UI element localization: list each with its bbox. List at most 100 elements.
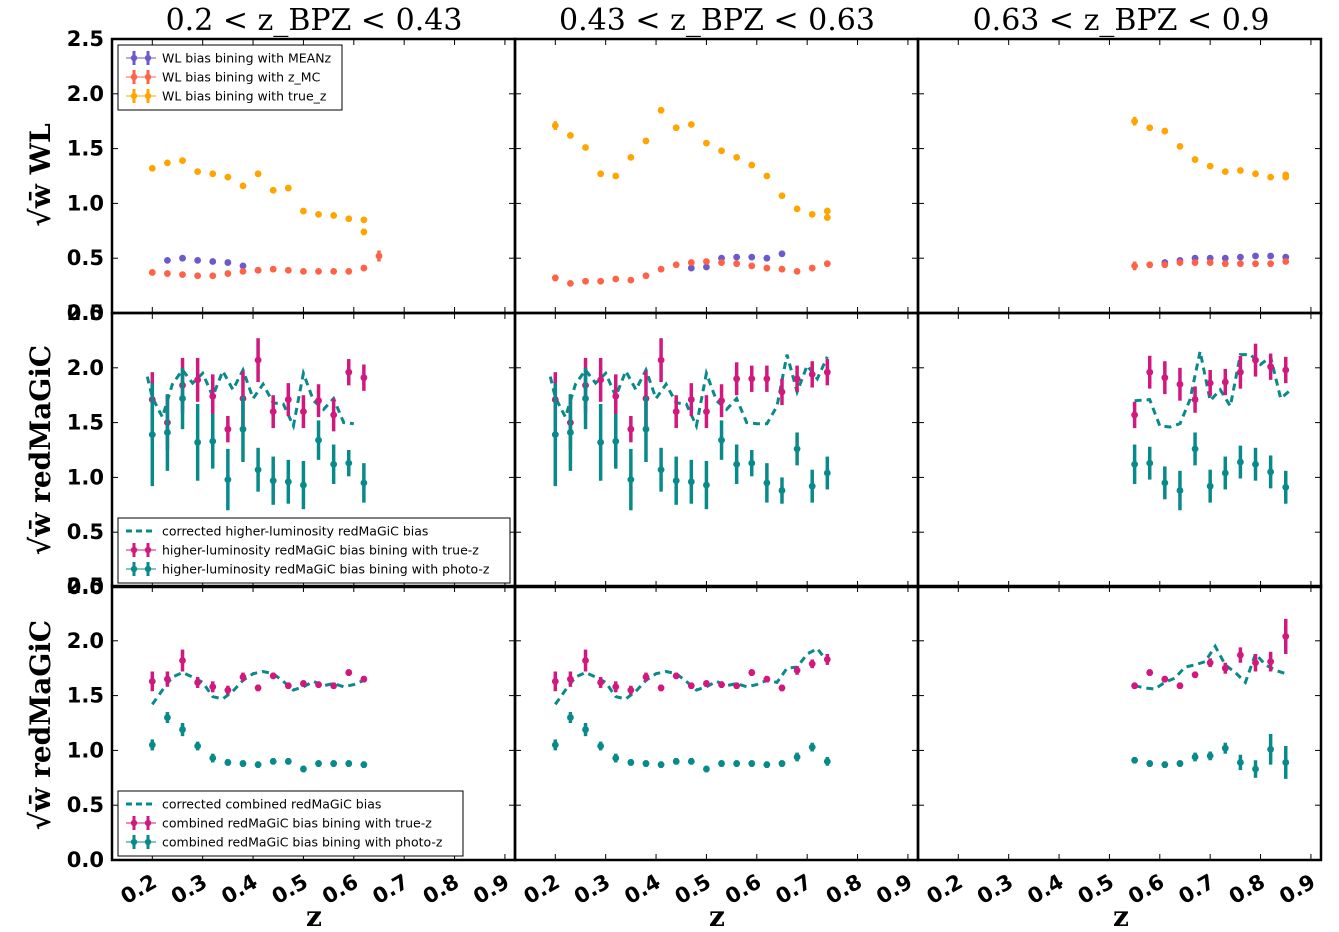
data-point [345, 267, 353, 275]
data-point [748, 375, 756, 383]
data-point [823, 656, 831, 663]
data-point [733, 460, 741, 468]
plot-area: 0.0 0.5 1.0 1.5 2.0 2.5 WL bias bining with ME… [67, 27, 1323, 909]
data-point [315, 760, 322, 767]
data-point [551, 677, 559, 685]
data-point [748, 161, 756, 169]
series-dashed-line-0 [548, 354, 829, 431]
data-point [284, 478, 292, 486]
data-point [582, 277, 589, 285]
data-point [209, 392, 217, 400]
data-point [1237, 368, 1244, 376]
data-point [1146, 261, 1154, 269]
y-tick-label: 0.0 [67, 301, 104, 325]
data-point [1221, 664, 1229, 672]
data-point [672, 124, 680, 132]
panel-r3-c1: 0.00.51.01.52.02.50.2 0.3 0.4 0.5 0.6 0.7 0.8 0… [67, 574, 517, 909]
legend-label: combined redMaGiC bias bining with true-… [162, 816, 432, 831]
data-point [194, 438, 202, 446]
data-point [793, 267, 801, 275]
legend-label: combined redMaGiC bias bining with photo… [162, 835, 443, 850]
data-point [224, 686, 232, 694]
data-point [284, 184, 292, 192]
data-point [315, 681, 322, 689]
data-point [148, 677, 156, 685]
data-point [1267, 173, 1275, 181]
data-point [1191, 445, 1199, 453]
data-point [1282, 759, 1290, 766]
data-point [1131, 262, 1139, 270]
series-errorbar-1 [551, 338, 831, 450]
data-point [627, 425, 635, 433]
data-point [345, 459, 353, 467]
data-point [1237, 253, 1244, 261]
row-ylabels: √w̄ WL √w̄ redMaGiC √w̄ redMaGiC [24, 123, 57, 830]
data-point [748, 760, 756, 767]
data-point [703, 263, 710, 271]
data-point [239, 182, 247, 190]
data-point [194, 679, 202, 686]
data-point [1191, 156, 1199, 163]
data-point [239, 760, 247, 767]
panel-frame [513, 584, 920, 862]
column-title-2: 0.43 < z_BPZ < 0.63 [559, 3, 875, 38]
series-errorbar-3 [360, 228, 368, 236]
series-errorbar-0 [148, 157, 368, 224]
data-point [1252, 356, 1259, 364]
data-point [687, 757, 695, 765]
y-tick-label: 1.5 [67, 684, 104, 708]
legend-marker [130, 73, 138, 81]
data-point [823, 757, 831, 765]
y-tick-label: 1.0 [67, 465, 104, 489]
data-point [1176, 487, 1184, 494]
legend-label: higher-luminosity redMaGiC bias bining w… [162, 543, 479, 558]
data-point [1252, 252, 1259, 260]
data-point [793, 666, 801, 674]
x-tick-label: 0.3 [167, 870, 211, 909]
data-point [582, 144, 589, 151]
x-tick-label: 0.2 [117, 870, 161, 909]
data-point [687, 259, 695, 266]
data-point [164, 714, 171, 721]
y-tick-label: 1.5 [67, 137, 104, 161]
legend-marker [130, 819, 138, 827]
legend-label: corrected higher-luminosity redMaGiC bia… [162, 524, 428, 539]
column-titles: 0.2 < z_BPZ < 0.43 0.43 < z_BPZ < 0.63 0… [166, 3, 1270, 38]
legend-label: higher-luminosity redMaGiC bias bining w… [162, 562, 490, 577]
legend-label: WL bias bining with z_MC [162, 70, 321, 85]
data-point [551, 431, 559, 439]
y-tick-label: 0.5 [67, 793, 104, 817]
data-point [1161, 261, 1169, 269]
data-point [612, 683, 620, 691]
data-point [808, 210, 816, 218]
data-point [703, 408, 710, 416]
y-tick-label: 2.0 [67, 629, 104, 653]
data-point [551, 741, 559, 749]
data-point [164, 256, 171, 264]
data-point [612, 437, 620, 445]
data-point [597, 438, 605, 446]
data-point [345, 669, 353, 676]
data-point [209, 258, 217, 265]
panel-frame [916, 311, 1323, 589]
data-point [823, 368, 831, 376]
data-point [345, 760, 353, 767]
y-tick-label: 1.0 [67, 191, 104, 215]
data-point [733, 260, 741, 268]
x-tick-label: 0.4 [217, 870, 261, 909]
data-point [687, 264, 695, 272]
data-point [1161, 374, 1169, 382]
data-point [597, 376, 605, 384]
x-tick-label: 0.7 [1174, 870, 1218, 909]
legend-marker [144, 565, 152, 573]
data-point [612, 172, 620, 180]
data-point [224, 759, 232, 766]
data-point [1237, 759, 1244, 766]
data-point [1161, 675, 1169, 683]
data-point [300, 765, 307, 773]
data-point [315, 436, 322, 444]
data-point [1221, 254, 1229, 262]
data-point [567, 675, 574, 683]
data-point [1237, 651, 1244, 659]
